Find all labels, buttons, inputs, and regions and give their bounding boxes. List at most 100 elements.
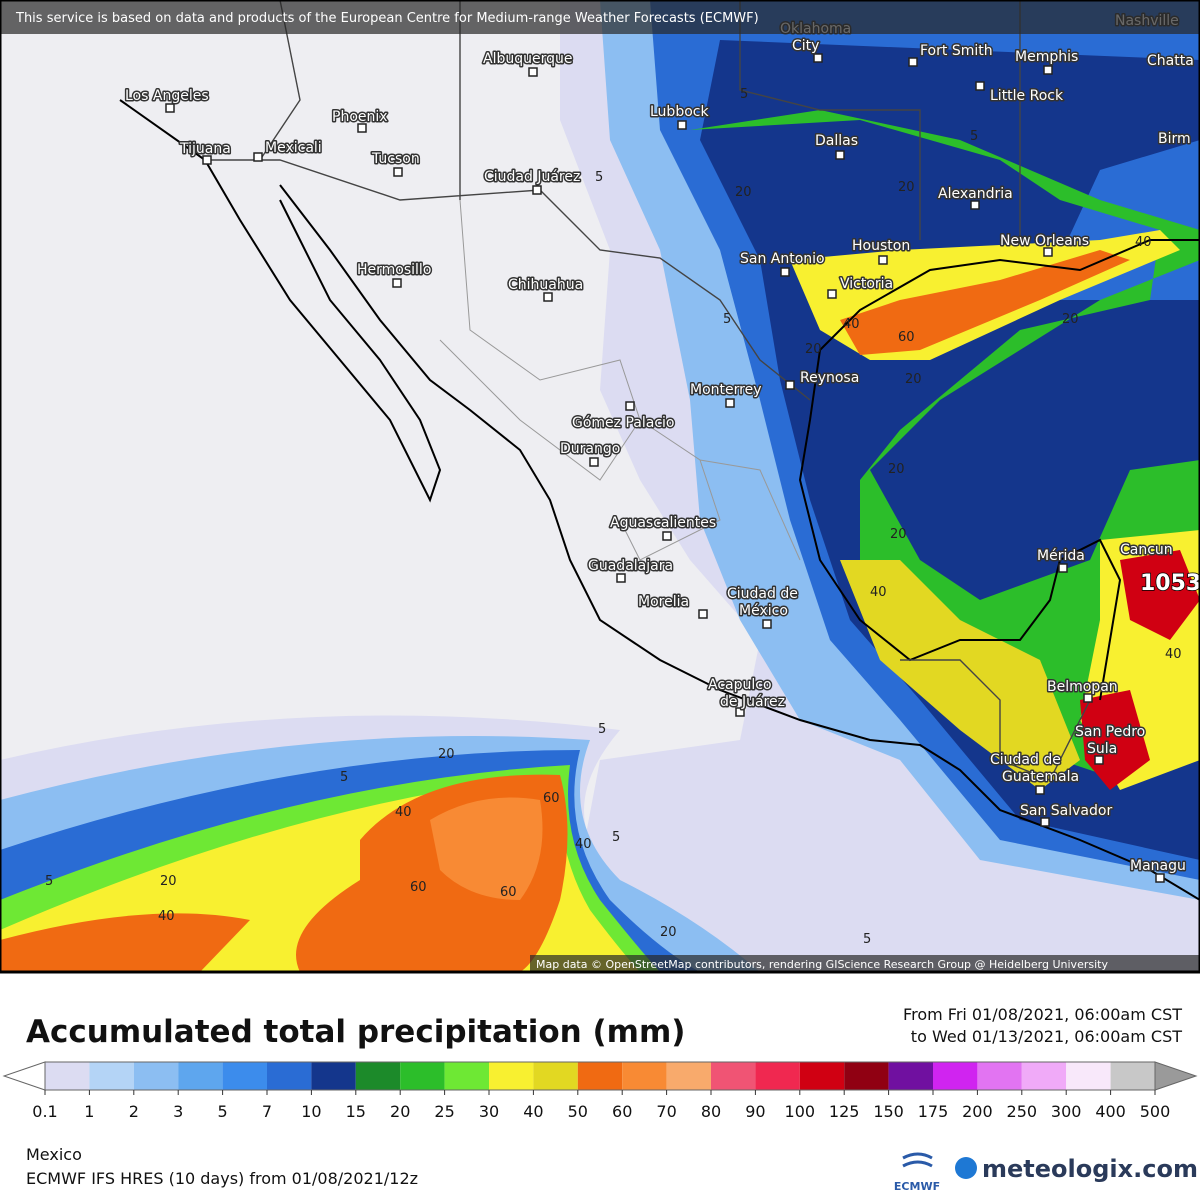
legend-swatch bbox=[577, 1062, 623, 1090]
state-border bbox=[439, 199, 801, 561]
legend-tick-label: 125 bbox=[829, 1102, 860, 1121]
legend-frame bbox=[44, 1061, 1156, 1091]
legend-swatch bbox=[355, 1062, 401, 1090]
city-marker bbox=[528, 67, 538, 77]
meteologix-logo: meteologix.com bbox=[982, 1155, 1198, 1183]
city-label: New Orleans bbox=[1000, 233, 1089, 249]
city-marker bbox=[735, 707, 745, 717]
border bbox=[205, 0, 1091, 781]
contour-label: 40 bbox=[1165, 647, 1182, 662]
city-label: Acapulco bbox=[708, 677, 772, 693]
map: Los Angeles Tijuana Mexicali Phoenix Tucson A… bbox=[0, 0, 1200, 974]
city-marker bbox=[625, 401, 635, 411]
precip-area bbox=[840, 560, 1080, 790]
legend-swatch bbox=[622, 1062, 667, 1090]
city-marker bbox=[908, 57, 918, 67]
city-label: Dallas bbox=[815, 133, 858, 149]
contour-label: 40 bbox=[395, 805, 412, 820]
contour-label: 20 bbox=[735, 185, 752, 200]
city-marker bbox=[835, 150, 845, 160]
city-label: de Juárez bbox=[720, 694, 785, 710]
city-marker bbox=[878, 255, 888, 265]
precip-area bbox=[840, 250, 1130, 355]
contour-label: 20 bbox=[905, 372, 922, 387]
legend-swatch bbox=[888, 1062, 933, 1090]
region: Mexico bbox=[26, 1145, 82, 1164]
contour-label: 60 bbox=[898, 330, 915, 345]
city-label: Mexicali bbox=[265, 140, 322, 156]
legend-swatch bbox=[311, 1062, 356, 1090]
city-label: Cancun bbox=[1120, 542, 1173, 558]
precip-area bbox=[690, 110, 1200, 780]
city-marker bbox=[975, 81, 985, 91]
city-label: Durango bbox=[560, 441, 620, 457]
contour-label: 20 bbox=[890, 527, 907, 542]
legend-swatch bbox=[533, 1062, 578, 1090]
city-marker bbox=[1058, 563, 1068, 573]
city-label: Fort Smith bbox=[920, 43, 993, 59]
legend-swatch bbox=[400, 1062, 445, 1090]
meteologix-icon bbox=[955, 1157, 977, 1179]
city-marker bbox=[589, 457, 599, 467]
contour-label: 20 bbox=[438, 747, 455, 762]
ecmwf-logo: ECMWF bbox=[894, 1180, 940, 1193]
city-marker bbox=[202, 155, 212, 165]
legend-swatch bbox=[178, 1062, 223, 1090]
city-label: Ciudad Juárez bbox=[484, 169, 580, 185]
city-marker bbox=[813, 53, 823, 63]
legend-tick-label: 100 bbox=[785, 1102, 816, 1121]
notice: This service is based on data and produc… bbox=[15, 11, 759, 26]
city-marker bbox=[532, 185, 542, 195]
legend-tick-label: 5 bbox=[218, 1102, 228, 1121]
legend-tick-label: 30 bbox=[479, 1102, 499, 1121]
contour-label: 40 bbox=[870, 585, 887, 600]
legend-swatch bbox=[1066, 1062, 1111, 1090]
pressure-label: 1053 bbox=[1140, 571, 1200, 596]
legend-tick-label: 300 bbox=[1051, 1102, 1082, 1121]
city-label: San Antonio bbox=[740, 251, 825, 267]
legend-swatch bbox=[1021, 1062, 1067, 1090]
legend: 0.1 1 2 3 5 7 10 15 20 25 30 40 50 60 70 80 90 100 125 150 1… bbox=[2, 1061, 1198, 1121]
contour-labels: 5 5 5 5 5 5 5 5 5 20 20 20 20 20 20 20 20 20 20 40 40 40 40 40 4… bbox=[45, 87, 1182, 947]
contour-label: 20 bbox=[888, 462, 905, 477]
coastline bbox=[119, 99, 1200, 901]
city-label: Hermosillo bbox=[357, 262, 431, 278]
contour-label: 60 bbox=[500, 885, 517, 900]
legend-tick-label: 80 bbox=[701, 1102, 721, 1121]
legend-under bbox=[2, 1061, 46, 1091]
contour-label: 60 bbox=[543, 791, 560, 806]
contour-label: 40 bbox=[575, 837, 592, 852]
city-label: Tucson bbox=[371, 151, 420, 167]
contour-label: 20 bbox=[160, 874, 177, 889]
city-label: Birm bbox=[1158, 131, 1191, 147]
legend-tick-label: 400 bbox=[1095, 1102, 1126, 1121]
period-from: From Fri 01/08/2021, 06:00am CST bbox=[903, 1005, 1182, 1024]
legend-swatch bbox=[933, 1062, 978, 1090]
city-marker bbox=[677, 120, 687, 130]
legend-swatch bbox=[489, 1062, 534, 1090]
city-label: Managu bbox=[1130, 858, 1186, 874]
contour-label: 20 bbox=[898, 180, 915, 195]
city-marker bbox=[357, 123, 367, 133]
city-marker bbox=[662, 531, 672, 541]
legend-tick-label: 7 bbox=[262, 1102, 272, 1121]
notice-bar bbox=[0, 0, 1200, 34]
legend-over bbox=[1154, 1061, 1198, 1091]
title: Accumulated total precipitation (mm) bbox=[26, 1014, 685, 1050]
legend-tick-label: 0.1 bbox=[32, 1102, 57, 1121]
legend-swatch bbox=[755, 1062, 800, 1090]
city-marker bbox=[698, 609, 708, 619]
contour-label: 40 bbox=[843, 317, 860, 332]
legend-swatch bbox=[711, 1062, 756, 1090]
legend-tick-label: 15 bbox=[346, 1102, 366, 1121]
city-label: Reynosa bbox=[800, 370, 859, 386]
contour-label: 40 bbox=[1135, 235, 1152, 250]
city-marker bbox=[253, 152, 263, 162]
city-label: Monterrey bbox=[690, 382, 761, 398]
city-marker bbox=[165, 103, 175, 113]
contour-label: 40 bbox=[158, 909, 175, 924]
city-label: México bbox=[739, 603, 788, 619]
city-marker bbox=[1040, 817, 1050, 827]
city-label: Sula bbox=[1087, 741, 1117, 757]
